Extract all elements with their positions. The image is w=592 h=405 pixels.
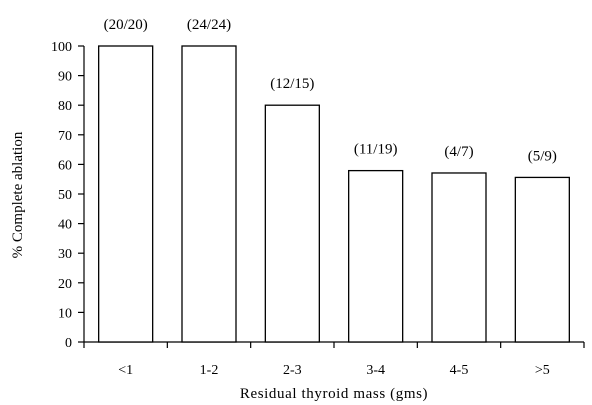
y-tick-label: 50: [58, 188, 72, 203]
x-tick-label: 4-5: [450, 363, 469, 378]
x-tick-label: 1-2: [200, 363, 219, 378]
x-tick-label: <1: [118, 363, 133, 378]
bar-data-label: (11/19): [354, 142, 398, 158]
bar: [514, 176, 570, 343]
y-tick-label: 70: [58, 129, 72, 144]
y-tick-label: 30: [58, 247, 72, 262]
y-tick-label: 60: [58, 158, 72, 173]
y-tick-label: 90: [58, 70, 72, 85]
bar-data-label: (20/20): [104, 17, 148, 33]
y-tick-label: 10: [58, 306, 72, 321]
bar-data-label: (12/15): [270, 76, 314, 92]
bar-data-label: (24/24): [187, 17, 231, 33]
bar: [264, 104, 320, 343]
y-tick-label: 80: [58, 99, 72, 114]
bar: [348, 169, 404, 343]
bar: [181, 45, 237, 343]
y-axis-title: % Complete ablation: [10, 131, 26, 258]
y-tick-label: 40: [58, 218, 72, 233]
y-tick-label: 20: [58, 277, 72, 292]
bar-data-label: (5/9): [528, 148, 557, 164]
x-tick-label: 2-3: [283, 363, 302, 378]
y-tick-label: 100: [51, 40, 72, 55]
x-tick-label: >5: [535, 363, 550, 378]
x-axis-title: Residual thyroid mass (gms): [240, 386, 428, 402]
bar: [98, 45, 154, 343]
x-axis: <1 1-2 2-3 3-4 4-5 >5: [83, 341, 585, 378]
y-tick-label: 0: [65, 336, 72, 351]
bar: [431, 172, 487, 343]
bars: [98, 45, 570, 343]
x-tick-label: 3-4: [366, 363, 385, 378]
y-axis: 0 10 20 30 40 50 60 70 80 90 100: [51, 40, 85, 351]
data-labels: (20/20) (24/24) (12/15) (11/19) (4/7) (5/9): [104, 17, 557, 164]
bar-data-label: (4/7): [444, 144, 473, 160]
